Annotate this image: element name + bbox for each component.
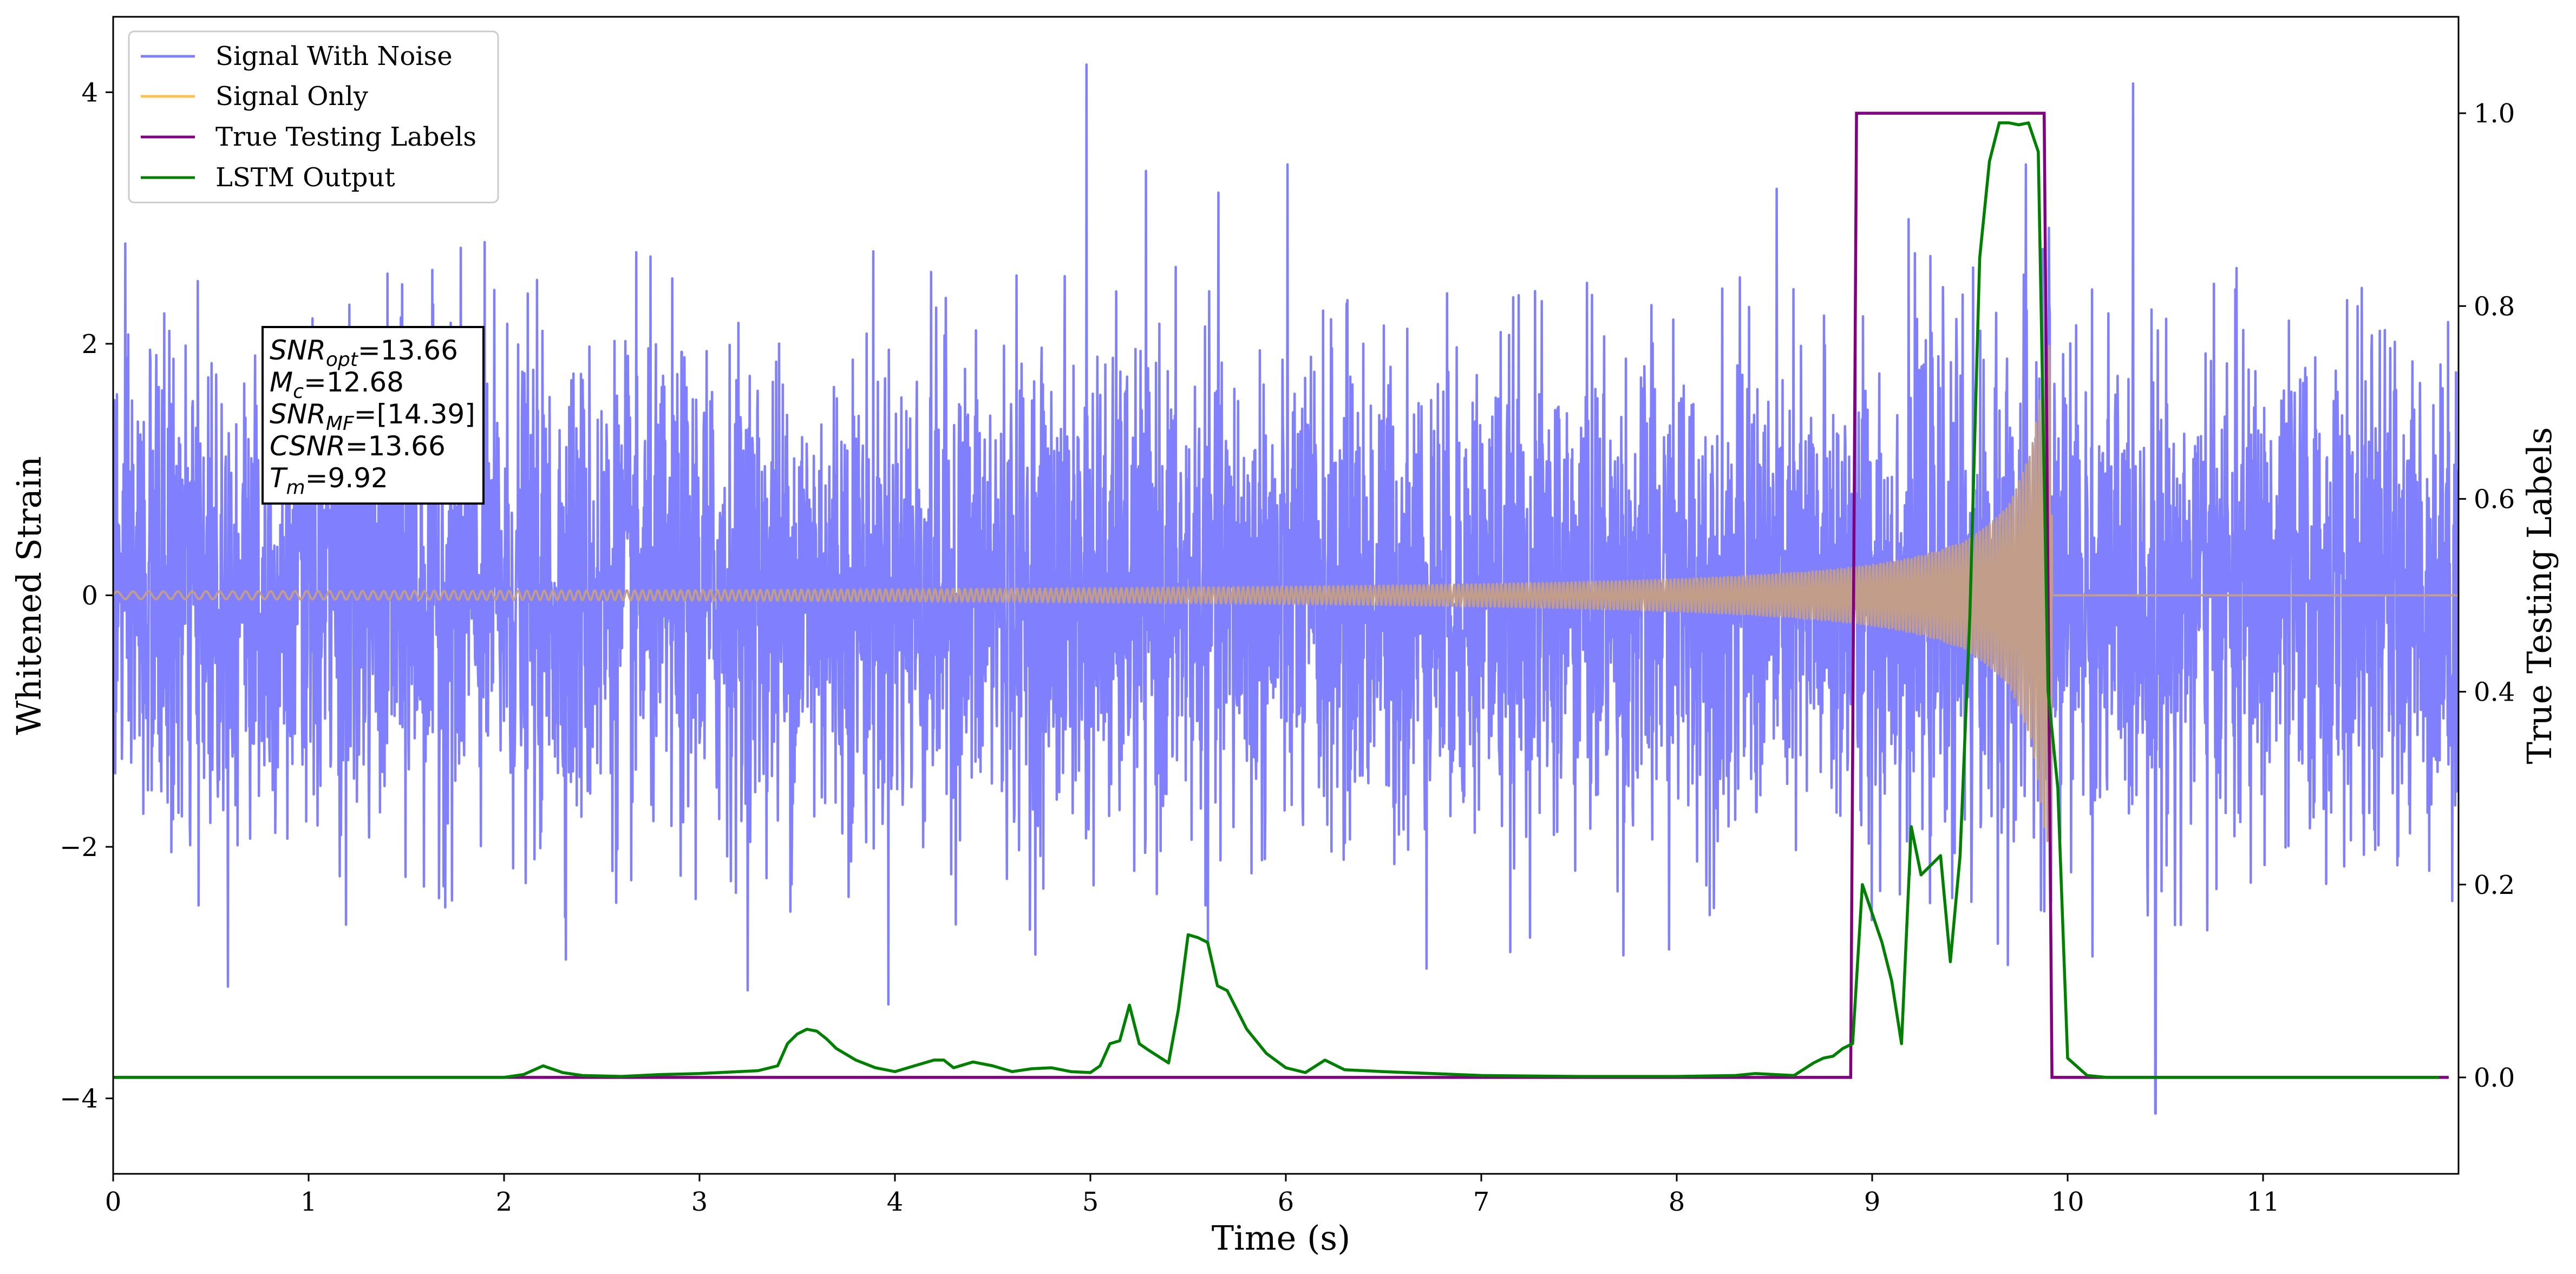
legend-label-signal-with-noise: Signal With Noise — [215, 41, 453, 71]
y-tick-label: −2 — [60, 832, 98, 863]
y2-axis-title: True Testing Labels — [2520, 427, 2559, 765]
y2-tick-label: 0.8 — [2474, 291, 2515, 322]
annotation-line-base: T — [270, 462, 288, 494]
legend-box — [128, 30, 499, 204]
x-axis: 0 1 2 3 4 5 6 7 8 9 10 11 — [105, 1174, 2280, 1217]
y-axis-right: 0.0 0.2 0.4 0.6 0.8 1.0 — [2459, 99, 2515, 1093]
annotation-line-value: =12.68 — [304, 367, 404, 398]
y2-tick-label: 0.4 — [2474, 677, 2515, 708]
annotation-line-sub: opt — [326, 349, 359, 371]
x-tick-label: 11 — [2246, 1187, 2279, 1217]
annotation-text: SNRopt=13.66 Mc=12.68 SNRMF=[14.39] CSNR=13… — [270, 335, 475, 499]
x-tick-label: 6 — [1278, 1187, 1294, 1217]
annotation-line-value: =[14.39] — [354, 398, 475, 430]
signal-with-noise-line — [113, 63, 2459, 1115]
annotation-line-base: SNR — [270, 398, 326, 430]
annotation-line-sub: m — [286, 476, 305, 499]
x-tick-label: 5 — [1082, 1187, 1099, 1217]
x-tick-label: 3 — [691, 1187, 708, 1217]
annotation-line-value: =13.66 — [345, 430, 446, 462]
annotation-line-base: CSNR — [270, 430, 345, 462]
x-tick-label: 1 — [300, 1187, 317, 1217]
x-tick-label: 8 — [1669, 1187, 1685, 1217]
x-tick-label: 9 — [1864, 1187, 1881, 1217]
annotation-line-value: =13.66 — [358, 335, 458, 366]
y-tick-label: −4 — [60, 1084, 98, 1114]
y2-tick-label: 1.0 — [2474, 99, 2515, 129]
y-axis-title: Whitened Strain — [9, 456, 49, 735]
x-tick-label: 4 — [887, 1187, 904, 1217]
legend-label-signal-only: Signal Only — [215, 81, 368, 112]
annotation-frame — [261, 326, 485, 505]
annotation-line-base: M — [270, 367, 293, 398]
y-tick-label: 0 — [81, 581, 98, 611]
annotation-line-sub: c — [293, 381, 304, 403]
y-tick-label: 4 — [81, 77, 98, 108]
y-tick-label: 2 — [81, 329, 98, 360]
annotation-box: SNRopt=13.66 Mc=12.68 SNRMF=[14.39] CSNR=13… — [261, 326, 485, 505]
legend: Signal With Noise Signal Only True Testi… — [128, 30, 499, 204]
x-axis-title: Time (s) — [1212, 1218, 1351, 1258]
y2-tick-label: 0.2 — [2474, 870, 2515, 900]
x-tick-label: 2 — [496, 1187, 513, 1217]
y2-tick-label: 0.0 — [2474, 1063, 2515, 1093]
x-tick-label: 10 — [2051, 1187, 2084, 1217]
x-tick-label: 0 — [105, 1187, 122, 1217]
y-axis-left: −4 −2 0 2 4 — [60, 77, 113, 1114]
x-tick-label: 7 — [1473, 1187, 1490, 1217]
annotation-line-base: SNR — [270, 335, 326, 366]
annotation-line-sub: MF — [326, 413, 355, 435]
annotation-line-value: =9.92 — [305, 462, 388, 494]
y2-tick-label: 0.6 — [2474, 484, 2515, 514]
lstm-output-line — [113, 121, 2439, 1079]
legend-label-lstm-output: LSTM Output — [215, 162, 395, 193]
legend-label-true-testing-labels: True Testing Labels — [215, 122, 476, 152]
signal-only-line — [113, 344, 2459, 848]
